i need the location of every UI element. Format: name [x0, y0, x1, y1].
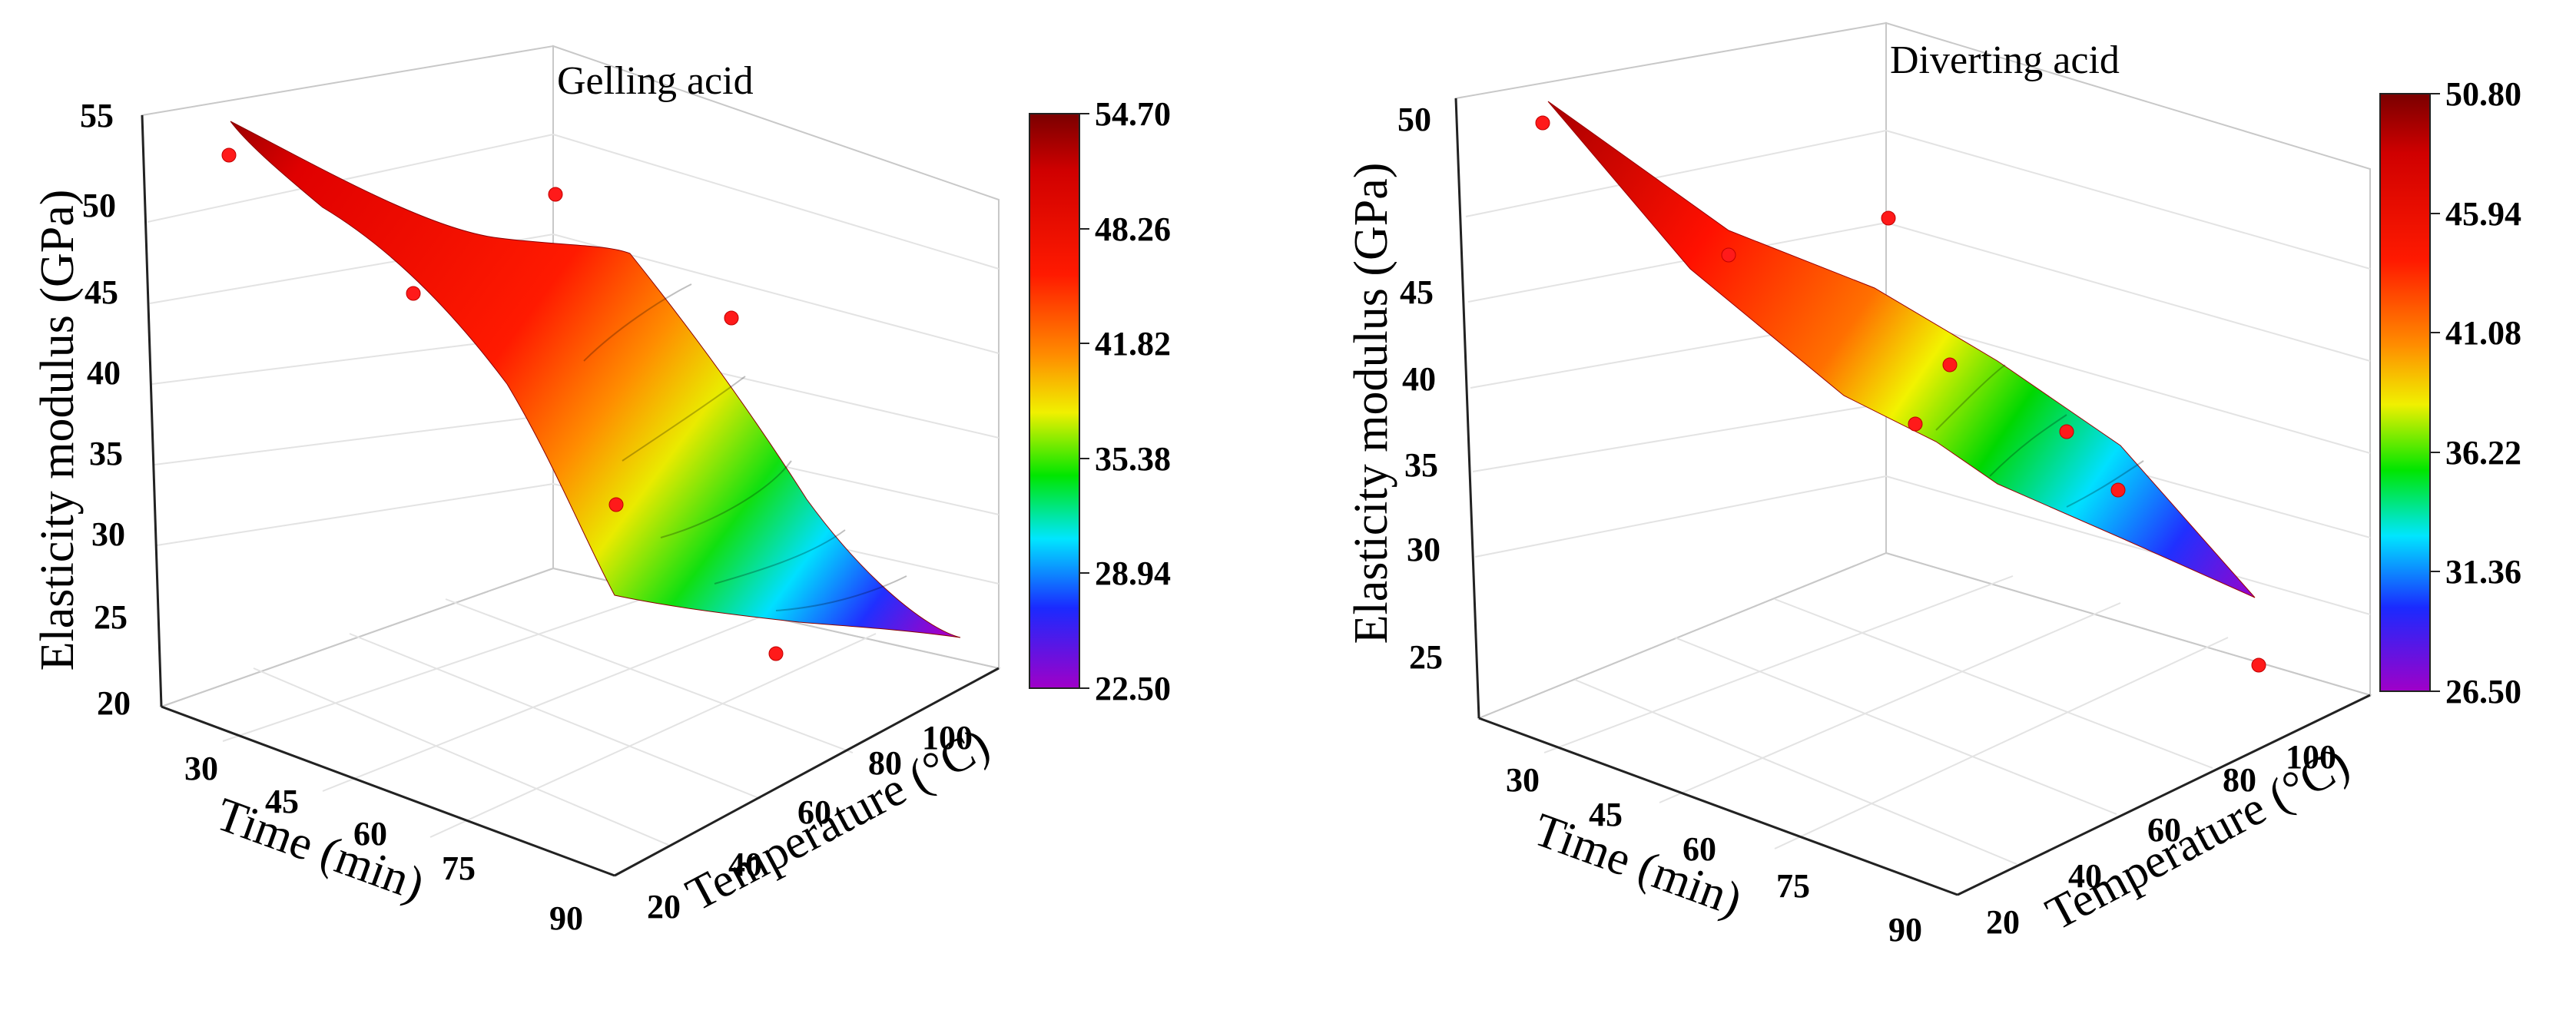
data-point — [1908, 416, 1923, 432]
data-point — [548, 187, 563, 202]
y-tick: 80 — [868, 744, 902, 782]
scatter-points — [221, 147, 784, 661]
colorbar-gradient — [1029, 113, 1080, 689]
y-axis-label: Temperature (°C) — [2037, 737, 2357, 940]
colorbar-tick: 28.94 — [1095, 555, 1171, 592]
axis-frame — [1454, 98, 2371, 896]
colorbar-tick: 36.22 — [2445, 434, 2521, 472]
data-point — [608, 497, 624, 512]
axis-frame — [141, 114, 1000, 877]
z-tick: 50 — [1397, 101, 1431, 138]
y-tick: 100 — [2286, 738, 2336, 776]
z-tick: 40 — [1402, 360, 1436, 398]
surface-contours — [583, 283, 907, 611]
y-tick: 20 — [1986, 903, 2020, 941]
surface — [1547, 101, 2256, 598]
chart-title: Gelling acid — [557, 59, 754, 103]
x-tick: 30 — [1506, 761, 1540, 799]
x-tick: 60 — [353, 815, 387, 853]
colorbar-tick: 54.70 — [1095, 95, 1171, 133]
data-point — [1881, 210, 1896, 226]
data-point — [1942, 357, 1958, 373]
z-tick-labels: 20 25 30 35 40 45 50 55 — [80, 97, 131, 722]
plot-diverting-acid: 25 30 35 40 45 50 30 45 60 75 90 20 40 6… — [1345, 22, 2521, 949]
y-tick: 40 — [728, 846, 762, 883]
data-point — [2110, 482, 2126, 498]
z-tick: 45 — [85, 273, 118, 311]
z-tick: 25 — [94, 598, 128, 636]
y-tick-labels: 20 40 60 80 100 — [647, 719, 973, 926]
colorbar-tick: 31.36 — [2445, 553, 2521, 591]
colorbar: 54.70 48.26 41.82 35.38 28.94 22.50 — [1029, 95, 1171, 707]
data-point — [768, 646, 784, 661]
y-tick: 80 — [2223, 761, 2256, 799]
z-tick: 25 — [1409, 638, 1443, 676]
gridlines — [1465, 130, 2371, 865]
colorbar-tick: 45.94 — [2445, 195, 2521, 233]
chart-title: Diverting acid — [1890, 38, 2120, 82]
data-point — [1535, 115, 1550, 131]
x-tick: 30 — [184, 750, 218, 787]
z-tick: 30 — [1407, 531, 1441, 568]
y-tick: 20 — [647, 888, 681, 926]
colorbar-tick: 41.82 — [1095, 325, 1171, 363]
z-axis-label: Elasticity modulus (GPa) — [31, 190, 84, 671]
z-axis-label: Elasticity modulus (GPa) — [1345, 163, 1397, 644]
z-tick: 35 — [1404, 446, 1438, 484]
colorbar: 50.80 45.94 41.08 36.22 31.36 26.50 — [2379, 75, 2521, 710]
scatter-points — [1535, 115, 2266, 673]
x-tick-labels: 30 45 60 75 90 — [184, 750, 583, 937]
colorbar-tick: 50.80 — [2445, 75, 2521, 113]
data-point — [406, 286, 421, 301]
y-tick: 40 — [2068, 857, 2102, 895]
z-tick-labels: 25 30 35 40 45 50 — [1397, 101, 1443, 676]
y-tick: 60 — [2147, 811, 2181, 849]
x-axis-label: Time (min) — [210, 788, 431, 911]
surface — [230, 121, 961, 638]
x-tick: 75 — [442, 849, 476, 887]
y-axis-label: Temperature (°C) — [678, 718, 997, 921]
z-tick: 55 — [80, 97, 114, 134]
z-tick: 30 — [91, 515, 125, 553]
surface-contours — [1935, 364, 2144, 508]
plot-gelling-acid: 20 25 30 35 40 45 50 55 30 45 60 75 90 2… — [31, 45, 1171, 937]
data-point — [724, 310, 739, 326]
z-tick: 45 — [1400, 273, 1434, 311]
z-tick: 35 — [89, 435, 123, 472]
colorbar-tick: 22.50 — [1095, 670, 1171, 707]
colorbar-gradient — [2379, 93, 2431, 692]
x-tick: 45 — [265, 783, 299, 820]
data-point — [1721, 247, 1736, 263]
z-tick: 40 — [87, 354, 121, 392]
y-tick: 60 — [797, 793, 831, 831]
data-point — [2251, 657, 2266, 673]
data-point — [2059, 424, 2074, 439]
colorbar-tick: 48.26 — [1095, 210, 1171, 248]
y-tick-labels: 20 40 60 80 100 — [1986, 738, 2336, 941]
y-tick: 100 — [922, 719, 973, 757]
colorbar-tick: 26.50 — [2445, 673, 2521, 710]
x-tick-labels: 30 45 60 75 90 — [1506, 761, 1922, 949]
z-tick: 20 — [97, 684, 131, 722]
colorbar-tick: 35.38 — [1095, 440, 1171, 478]
x-tick: 90 — [549, 899, 583, 937]
x-axis-label: Time (min) — [1527, 803, 1749, 926]
x-tick: 75 — [1776, 867, 1810, 905]
colorbar-tick: 41.08 — [2445, 314, 2521, 352]
z-tick: 50 — [82, 187, 116, 224]
x-tick: 90 — [1888, 911, 1922, 949]
data-point — [221, 147, 237, 163]
x-tick: 60 — [1683, 830, 1716, 868]
x-tick: 45 — [1589, 796, 1623, 833]
